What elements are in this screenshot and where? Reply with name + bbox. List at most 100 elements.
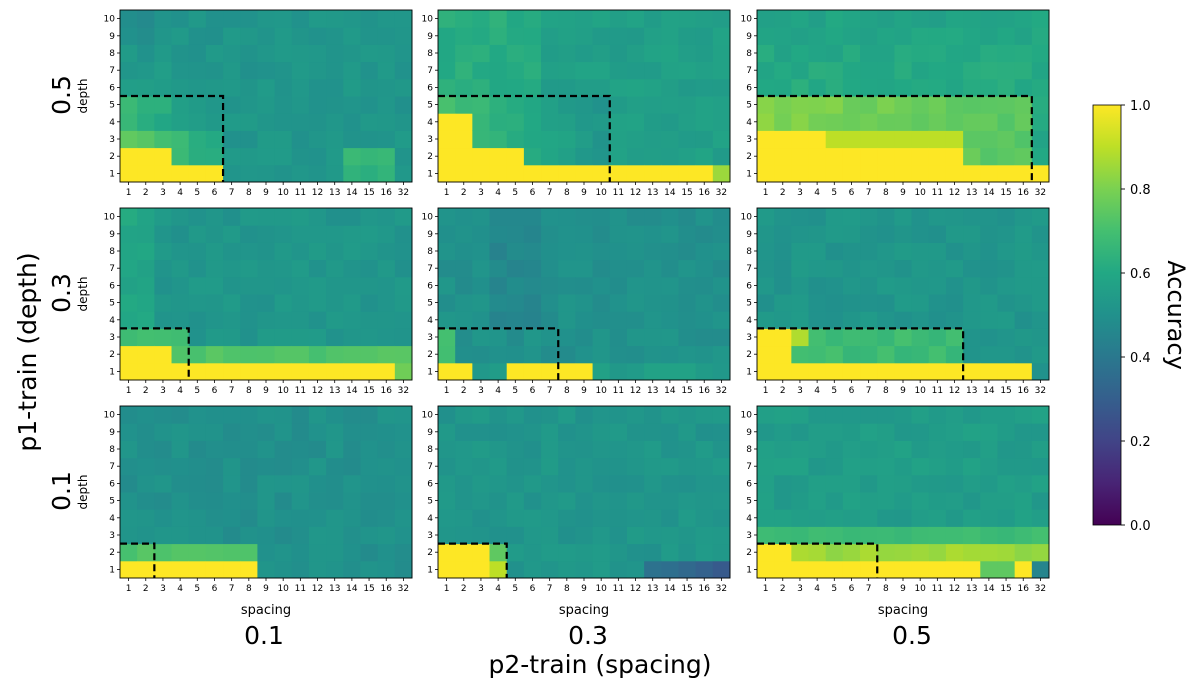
heat-cell <box>774 423 792 441</box>
heat-cell <box>695 44 714 63</box>
heat-cell <box>455 345 473 364</box>
heat-cell <box>712 423 731 441</box>
y-tick-label: 2 <box>109 152 115 162</box>
heat-cell <box>575 130 594 149</box>
heat-cell <box>240 113 258 131</box>
heat-cell <box>472 440 491 459</box>
x-tick-label: 2 <box>780 584 786 594</box>
heat-cell <box>274 294 293 312</box>
heat-cell <box>120 345 138 364</box>
heat-cell <box>928 96 947 114</box>
heat-cell <box>438 147 456 166</box>
heat-cell <box>205 276 224 295</box>
train-region-boundary <box>120 542 156 578</box>
heat-cell <box>575 242 594 261</box>
heat-cell <box>506 543 525 562</box>
heat-cell <box>438 10 456 28</box>
x-tick-label: 10 <box>277 584 289 594</box>
heat-cell <box>308 492 327 510</box>
heat-cell <box>825 276 844 295</box>
heat-cell <box>609 259 628 278</box>
heat-cell <box>154 328 173 347</box>
heat-cell <box>120 492 138 510</box>
heat-cell <box>928 78 947 97</box>
heat-cell <box>644 406 662 424</box>
x-tick-label: 5 <box>194 584 200 594</box>
heat-cell <box>1031 276 1050 295</box>
y-tick-label: 10 <box>104 15 116 25</box>
y-tick-label: 10 <box>741 15 753 25</box>
heat-cell <box>188 543 207 562</box>
train-region-boundary <box>757 327 965 380</box>
heat-cell <box>945 474 964 493</box>
heat-cell <box>360 311 379 329</box>
heat-cell <box>644 78 662 97</box>
heat-cell <box>360 457 379 476</box>
y-tick-label: 8 <box>746 49 752 59</box>
heat-cell <box>963 543 981 562</box>
heat-cell <box>274 362 293 381</box>
y-tick-label: 4 <box>109 316 115 326</box>
heat-cell <box>757 406 775 424</box>
heat-cell <box>774 242 792 261</box>
heat-cell <box>274 27 293 45</box>
heat-cell <box>626 10 645 28</box>
heat-cell <box>945 492 964 510</box>
heat-cell <box>928 560 947 579</box>
y-tick-label: 4 <box>109 514 115 524</box>
heat-cell <box>394 208 413 226</box>
y-tick-label: 10 <box>741 213 753 223</box>
heat-cell <box>472 294 491 312</box>
heat-cell <box>257 276 276 295</box>
x-tick-label: 4 <box>177 188 183 198</box>
x-tick-label: 12 <box>630 386 641 396</box>
heat-cell <box>137 147 155 166</box>
heat-cell <box>980 130 998 149</box>
heat-cell <box>791 457 810 476</box>
heat-cell <box>774 113 792 131</box>
heat-cell <box>877 113 895 131</box>
heat-cell <box>592 27 611 45</box>
heat-cell <box>120 147 138 166</box>
y-tick-label: 6 <box>746 281 752 291</box>
x-tick-label: 11 <box>932 188 943 198</box>
heat-cell <box>541 362 559 381</box>
heat-cell <box>928 526 947 545</box>
heat-cell <box>609 526 628 545</box>
heat-cell <box>257 44 276 63</box>
heat-cell <box>997 259 1016 278</box>
heat-cell <box>592 423 611 441</box>
heat-cell <box>963 78 981 97</box>
heat-cell <box>274 406 293 424</box>
heat-cell <box>825 294 844 312</box>
x-tick-label: 7 <box>866 386 872 396</box>
heat-cell <box>205 492 224 510</box>
heat-cell <box>489 147 508 166</box>
heat-cell <box>541 44 559 63</box>
heat-cell <box>911 130 930 149</box>
heat-cell <box>438 543 456 562</box>
x-tick-label: 1 <box>763 188 769 198</box>
heat-cell <box>438 345 456 364</box>
heat-cell <box>523 509 542 527</box>
heat-cell <box>291 225 310 243</box>
x-tick-label: 1 <box>126 188 132 198</box>
heat-cell <box>842 474 861 493</box>
heat-cell <box>644 457 662 476</box>
x-tick-label: 8 <box>883 188 889 198</box>
heat-cell <box>661 311 679 329</box>
heat-cell <box>343 440 361 459</box>
x-tick-label: 15 <box>681 188 692 198</box>
heat-cell <box>472 311 491 329</box>
x-tick-label: 13 <box>647 386 658 396</box>
heat-cell <box>592 294 611 312</box>
y-tick-label: 3 <box>746 135 752 145</box>
heat-cell <box>472 362 491 381</box>
x-tick-label: 14 <box>983 584 995 594</box>
heat-cell <box>489 96 508 114</box>
heat-cell <box>438 208 456 226</box>
heat-cell <box>757 345 775 364</box>
heat-cell <box>154 362 173 381</box>
heat-cell <box>154 61 173 80</box>
heat-cell <box>825 328 844 347</box>
